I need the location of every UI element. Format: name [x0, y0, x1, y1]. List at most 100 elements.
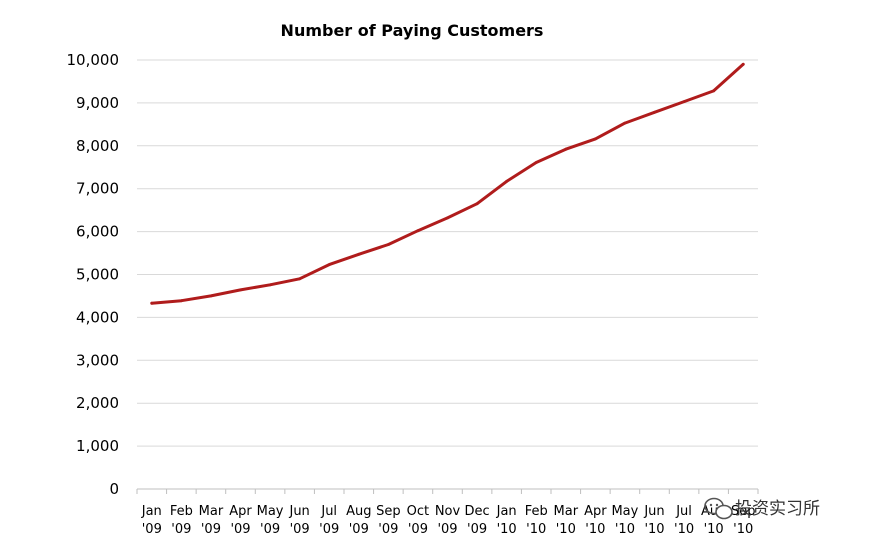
data-point: [653, 110, 656, 114]
x-tick-year: '09: [230, 522, 250, 537]
y-tick-label: 5,000: [76, 266, 119, 284]
data-point: [505, 180, 508, 183]
data-point: [239, 288, 242, 292]
x-tick-label: Feb '10: [525, 504, 548, 537]
x-tick-label: Nov '09: [435, 504, 461, 537]
y-tick-label: 4,000: [76, 308, 119, 326]
data-point: [416, 229, 420, 233]
x-tick-label: Jun '10: [643, 504, 664, 537]
y-tick-label: 10,000: [67, 51, 120, 69]
x-tick-year: '10: [556, 522, 576, 537]
x-tick-year: '09: [142, 522, 162, 537]
series-layer: [150, 62, 745, 305]
x-tick-label: Aug '09: [346, 504, 371, 537]
x-axis-ticks: Jan '09 Feb '09 Mar '09 Apr '09 May '09 Jun '09 Jul '…: [141, 504, 756, 537]
x-tick-year: '09: [349, 522, 369, 537]
data-point: [446, 216, 449, 220]
x-tick-label: Jan '09: [141, 504, 162, 537]
x-tick-year: '09: [319, 522, 339, 537]
x-tick-year: '10: [644, 522, 664, 537]
y-tick-label: 0: [109, 480, 119, 498]
x-tick-month: Mar: [199, 504, 224, 519]
x-tick-year: '10: [526, 522, 546, 537]
y-tick-label: 8,000: [76, 137, 119, 155]
y-tick-label: 3,000: [76, 351, 119, 369]
x-tick-month: Dec: [464, 504, 489, 519]
x-tick-label: Jun '09: [288, 504, 309, 537]
data-point: [268, 283, 272, 287]
watermark: 投资实习所: [704, 497, 820, 520]
watermark-text: 投资实习所: [735, 499, 820, 519]
y-tick-label: 2,000: [76, 394, 119, 412]
x-tick-month: Jan: [141, 504, 162, 519]
data-point: [209, 294, 213, 298]
data-point: [150, 301, 154, 305]
x-tick-month: Jan: [496, 504, 517, 519]
data-point: [180, 299, 183, 303]
x-tick-month: Jul: [320, 504, 337, 519]
wechat-icon: [704, 497, 733, 520]
y-tick-label: 1,000: [76, 437, 119, 455]
x-tick-year: '09: [260, 522, 280, 537]
x-tick-month: Sep: [731, 504, 756, 519]
data-point: [534, 161, 538, 164]
data-point: [741, 62, 745, 66]
x-tick-month: May: [611, 504, 638, 519]
x-tick-year: '09: [171, 522, 191, 537]
x-tick-month: Feb: [525, 504, 548, 519]
x-tick-year: '10: [497, 522, 517, 537]
y-tick-label: 6,000: [76, 223, 119, 241]
x-tick-label: May '10: [611, 504, 638, 537]
x-tick-month: Sep: [376, 504, 401, 519]
x-tick-year: '10: [674, 522, 694, 537]
x-tick-year: '09: [290, 522, 310, 537]
y-tick-label: 9,000: [76, 94, 119, 112]
x-tick-label: Sep '10: [731, 504, 756, 537]
gridlines: [136, 59, 759, 494]
x-tick-month: Jun: [643, 504, 664, 519]
data-point: [327, 263, 331, 266]
x-tick-month: Jul: [675, 504, 692, 519]
x-tick-label: Dec '09: [464, 504, 489, 537]
data-point: [387, 243, 390, 246]
x-tick-month: Feb: [170, 504, 193, 519]
x-tick-month: Jun: [288, 504, 309, 519]
x-tick-year: '10: [615, 522, 635, 537]
x-tick-month: May: [257, 504, 284, 519]
x-tick-label: Jul '09: [319, 504, 339, 537]
x-tick-year: '09: [467, 522, 487, 537]
x-tick-year: '10: [585, 522, 605, 537]
x-tick-label: Apr '09: [229, 504, 252, 537]
x-tick-month: Apr: [584, 504, 607, 519]
data-point: [682, 100, 686, 103]
y-axis-ticks: 0 1,000 2,000 3,000 4,000 5,000 6,000 7,000 8,00…: [67, 51, 120, 498]
x-tick-year: '09: [437, 522, 457, 537]
x-tick-month: Aug: [346, 504, 371, 519]
data-point: [564, 147, 568, 151]
x-tick-label: Oct '09: [407, 504, 429, 537]
x-tick-year: '10: [704, 522, 724, 537]
x-tick-month: Oct: [407, 504, 429, 519]
x-tick-month: Nov: [435, 504, 461, 519]
data-point: [623, 121, 627, 125]
series-line: [150, 62, 745, 305]
data-point: [712, 89, 715, 93]
x-tick-year: '09: [378, 522, 398, 537]
x-tick-label: Feb '09: [170, 504, 193, 537]
data-point: [475, 202, 479, 206]
x-tick-label: May '09: [257, 504, 284, 537]
x-tick-month: Apr: [229, 504, 252, 519]
chart-title: Number of Paying Customers: [281, 21, 544, 40]
x-tick-label: Jan '10: [496, 504, 517, 537]
x-tick-label: Sep '09: [376, 504, 401, 537]
x-tick-label: Jul '10: [674, 504, 694, 537]
data-point: [298, 277, 301, 281]
x-tick-label: Mar '10: [554, 504, 579, 537]
y-tick-label: 7,000: [76, 180, 119, 198]
x-tick-label: Mar '09: [199, 504, 224, 537]
x-tick-label: Apr '10: [584, 504, 607, 537]
x-tick-year: '09: [408, 522, 428, 537]
x-tick-month: Mar: [554, 504, 579, 519]
x-tick-year: '10: [733, 522, 753, 537]
